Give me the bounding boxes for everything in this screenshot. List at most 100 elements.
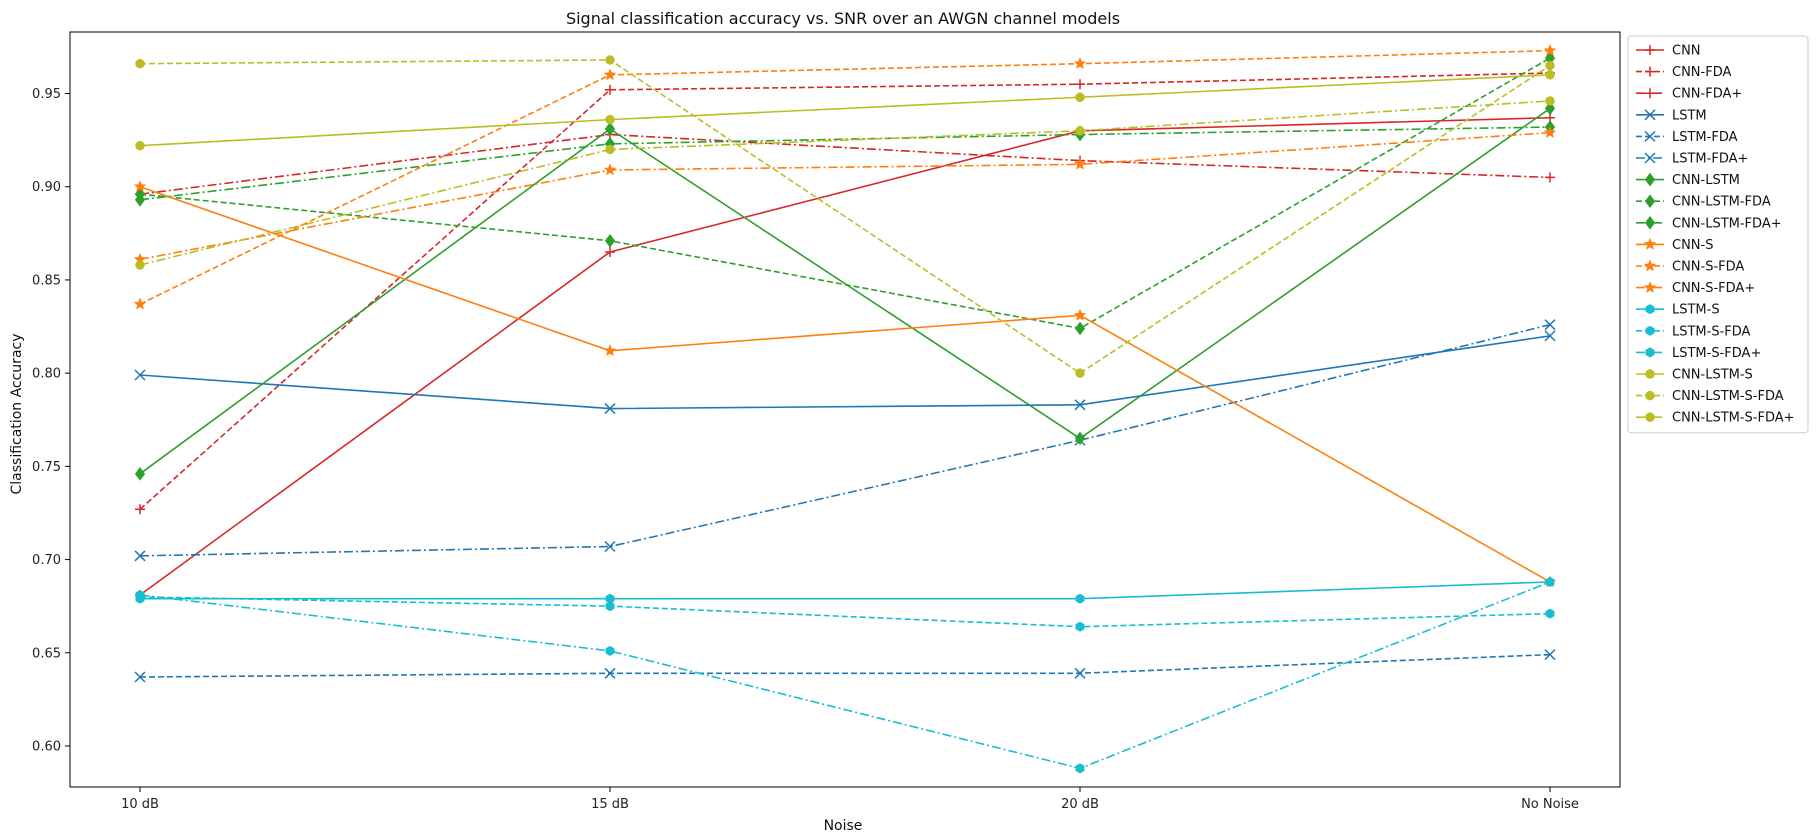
series-cnn — [135, 112, 1555, 600]
data-point — [134, 369, 146, 381]
data-point — [1544, 319, 1556, 331]
legend-entry: CNN-LSTM-FDA — [1636, 194, 1771, 210]
legend-marker — [1645, 347, 1655, 358]
data-point — [605, 114, 615, 125]
data-point — [1545, 60, 1555, 71]
data-point — [1545, 70, 1555, 80]
y-tick-label: 0.85 — [32, 273, 61, 288]
data-point — [1073, 308, 1087, 321]
legend-label: LSTM — [1672, 108, 1707, 123]
legend-marker — [1645, 369, 1655, 379]
y-axis: 0.60 0.65 0.70 0.75 0.80 0.85 0.90 0.95 — [32, 87, 70, 754]
legend-marker — [1644, 172, 1656, 187]
series-line — [139, 185, 1551, 583]
data-point — [605, 55, 615, 65]
data-point — [135, 260, 145, 270]
data-point — [1075, 368, 1085, 378]
legend-entry: CNN-FDA+ — [1636, 87, 1742, 102]
legend: CNN CNN-FDA CNN-FDA+ LSTM LSTM-FDA LSTM-FDA+ C… — [1627, 35, 1809, 434]
legend-entry: LSTM-S — [1636, 303, 1720, 318]
series-line — [139, 100, 1551, 266]
data-point — [604, 403, 616, 415]
legend-entry: CNN-LSTM-S-FDA — [1636, 389, 1784, 404]
series-line — [139, 116, 1551, 596]
data-point — [1544, 649, 1556, 661]
legend-label: LSTM-S-FDA+ — [1672, 346, 1761, 361]
legend-entry: LSTM-FDA — [1636, 130, 1738, 145]
legend-marker — [1644, 109, 1656, 121]
legend-marker — [1644, 215, 1656, 230]
data-point — [1075, 79, 1085, 90]
data-point — [1074, 399, 1086, 411]
data-point — [603, 344, 617, 357]
legend-label: CNN — [1672, 44, 1701, 59]
data-point — [1545, 576, 1555, 588]
data-point — [1545, 96, 1555, 106]
legend-marker — [1644, 130, 1656, 142]
series-lstm-fda+ — [134, 319, 1556, 562]
data-point — [603, 163, 617, 176]
legend-entry: LSTM-S-FDA+ — [1636, 346, 1761, 361]
legend-entry: LSTM-FDA+ — [1636, 152, 1748, 167]
series-cnn-lstm-fda — [134, 51, 1556, 336]
data-point — [605, 246, 615, 257]
series-line — [139, 335, 1551, 410]
legend-marker — [1645, 390, 1655, 401]
series-line — [139, 74, 1551, 147]
data-point — [134, 550, 146, 562]
series-line — [140, 581, 1551, 600]
data-point — [133, 297, 147, 310]
series-cnn-lstm-s-fda+ — [135, 96, 1555, 270]
data-point — [1074, 321, 1086, 336]
legend-marker — [1645, 45, 1655, 55]
legend-label: CNN-LSTM-FDA — [1672, 195, 1771, 210]
series-line — [139, 596, 1551, 628]
legend-label: CNN-FDA — [1672, 65, 1731, 80]
y-tick-label: 0.60 — [32, 739, 61, 754]
series-cnn-s — [133, 180, 1557, 588]
legend-label: CNN-LSTM-S — [1672, 368, 1753, 383]
series-cnn-s-fda+ — [133, 125, 1557, 265]
x-tick-label: 20 dB — [1061, 797, 1099, 812]
legend-label: CNN-LSTM — [1672, 173, 1740, 188]
series-lstm-fda — [134, 649, 1556, 683]
legend-label: LSTM-FDA — [1672, 130, 1738, 145]
legend-marker — [1644, 152, 1656, 164]
data-point — [135, 589, 145, 601]
series-line — [139, 126, 1551, 201]
data-point — [133, 180, 147, 193]
legend-label: CNN-S — [1672, 238, 1713, 253]
plot-area — [69, 31, 1621, 788]
legend-entry: CNN-LSTM-S-FDA+ — [1636, 411, 1795, 426]
data-point — [134, 671, 146, 683]
series-line — [139, 59, 1551, 375]
series-line — [139, 323, 1551, 557]
data-point — [1074, 667, 1086, 679]
legend-entry: LSTM-S-FDA — [1636, 324, 1751, 339]
data-point — [603, 68, 617, 81]
series-line — [139, 49, 1551, 305]
series-lstm-s-fda — [135, 591, 1555, 632]
legend-entry: CNN — [1636, 44, 1701, 59]
legend-entry: CNN-FDA — [1636, 65, 1731, 80]
series-lstm — [134, 330, 1556, 415]
series-lstm-s-fda+ — [135, 576, 1555, 774]
data-point — [605, 84, 615, 95]
legend-entry: CNN-S-FDA — [1636, 259, 1744, 275]
plot-frame — [69, 31, 1621, 788]
data-point — [605, 601, 615, 612]
legend-label: CNN-LSTM-S-FDA+ — [1672, 411, 1795, 426]
legend-box — [1627, 35, 1809, 434]
data-point — [135, 504, 145, 515]
legend-marker — [1645, 66, 1655, 77]
y-tick-label: 0.90 — [32, 180, 61, 195]
legend-label: CNN-S-FDA+ — [1672, 281, 1755, 296]
series-line — [139, 72, 1551, 510]
series-lstm-s — [135, 576, 1555, 604]
legend-marker — [1645, 325, 1655, 336]
data-point — [1543, 125, 1557, 139]
series-line — [139, 107, 1551, 475]
series-line — [139, 653, 1551, 678]
data-point — [604, 540, 616, 553]
